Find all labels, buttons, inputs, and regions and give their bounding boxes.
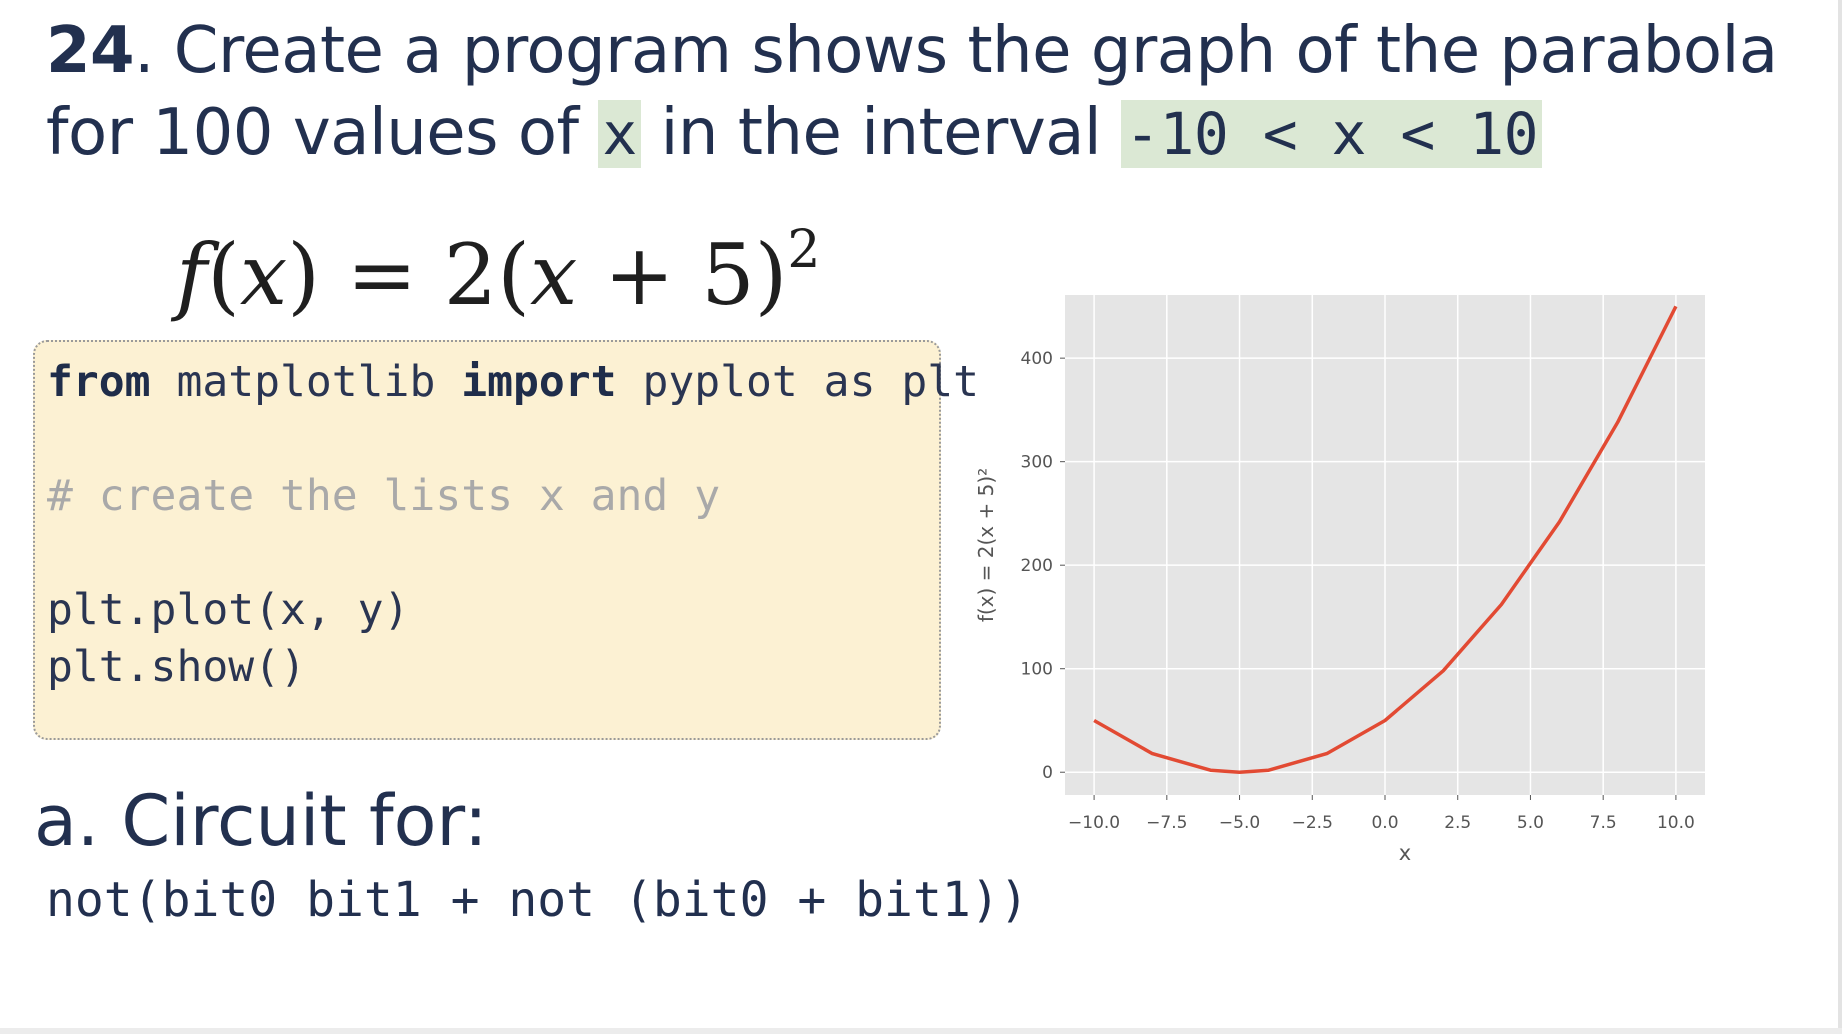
formula-part: ) = 2(	[287, 226, 531, 324]
x-tick-label: 10.0	[1657, 813, 1695, 833]
title-text-3: in the interval	[640, 96, 1122, 170]
y-tick-label: 300	[1021, 453, 1053, 473]
code-line-blank	[47, 411, 939, 468]
formula-exponent: 2	[787, 220, 821, 280]
x-tick-label: −10.0	[1068, 813, 1120, 833]
code-keyword: from	[47, 357, 151, 407]
highlight-x: x	[598, 100, 641, 168]
x-tick-label: 0.0	[1371, 813, 1398, 833]
code-line-show: plt.show()	[47, 642, 306, 692]
title-line-1: 24. Create a program shows the graph of …	[46, 10, 1826, 92]
code-text: pyplot as plt	[616, 357, 980, 407]
circuit-expression: not(bit0 bit1 + not (bit0 + bit1))	[46, 872, 1029, 928]
grid	[1065, 295, 1705, 795]
title-text-2: for 100 values of	[46, 96, 599, 170]
parabola-line	[1093, 305, 1678, 774]
y-tick-label: 100	[1021, 660, 1053, 680]
x-tick-label: 2.5	[1444, 813, 1471, 833]
code-keyword: import	[461, 357, 617, 407]
x-tick-label: −2.5	[1292, 813, 1333, 833]
code-line-plot: plt.plot(x, y)	[47, 585, 410, 635]
highlight-interval: -10 < x < 10	[1121, 100, 1543, 168]
ticks: −10.0 −7.5 −5.0 −2.5 0.0 2.5 5.0 7.5 10.0 0 100 200…	[1021, 349, 1695, 833]
title-text-1: . Create a program shows the graph of th…	[134, 14, 1778, 88]
x-axis-label: x	[1399, 841, 1411, 865]
y-tick-label: 200	[1021, 556, 1053, 576]
formula-part: (	[207, 226, 240, 324]
formula-f: f	[176, 226, 208, 324]
slide-title: 24. Create a program shows the graph of …	[46, 10, 1826, 175]
problem-number: 24	[46, 14, 135, 88]
slide-edge-bottom	[0, 1028, 1842, 1034]
code-comment: # create the lists x and y	[47, 471, 721, 521]
y-tick-label: 0	[1042, 763, 1053, 783]
y-tick-label: 400	[1021, 349, 1053, 369]
formula-x: x	[530, 226, 578, 324]
parabola-chart: −10.0 −7.5 −5.0 −2.5 0.0 2.5 5.0 7.5 10.0 0 100 200…	[974, 295, 1705, 865]
code-block: from matplotlib import pyplot as plt # c…	[33, 340, 979, 740]
x-tick-label: −5.0	[1219, 813, 1260, 833]
code-text: matplotlib	[150, 357, 462, 407]
formula-part: + 5)	[577, 226, 788, 324]
slide-edge-right	[1838, 0, 1842, 1034]
series	[1093, 305, 1678, 774]
x-tick-label: 7.5	[1590, 813, 1617, 833]
formula: f(x) = 2(x + 5)2	[176, 208, 821, 325]
title-line-2: for 100 values of x in the interval -10 …	[46, 92, 1826, 175]
code-line-import: from matplotlib import pyplot as plt	[47, 354, 979, 411]
subheading: a. Circuit for:	[34, 780, 488, 862]
x-tick-label: −7.5	[1146, 813, 1187, 833]
code-line-blank	[47, 525, 939, 582]
y-axis-label: f(x) = 2(x + 5)²	[974, 468, 998, 622]
formula-x: x	[239, 226, 288, 324]
x-tick-label: 5.0	[1517, 813, 1544, 833]
